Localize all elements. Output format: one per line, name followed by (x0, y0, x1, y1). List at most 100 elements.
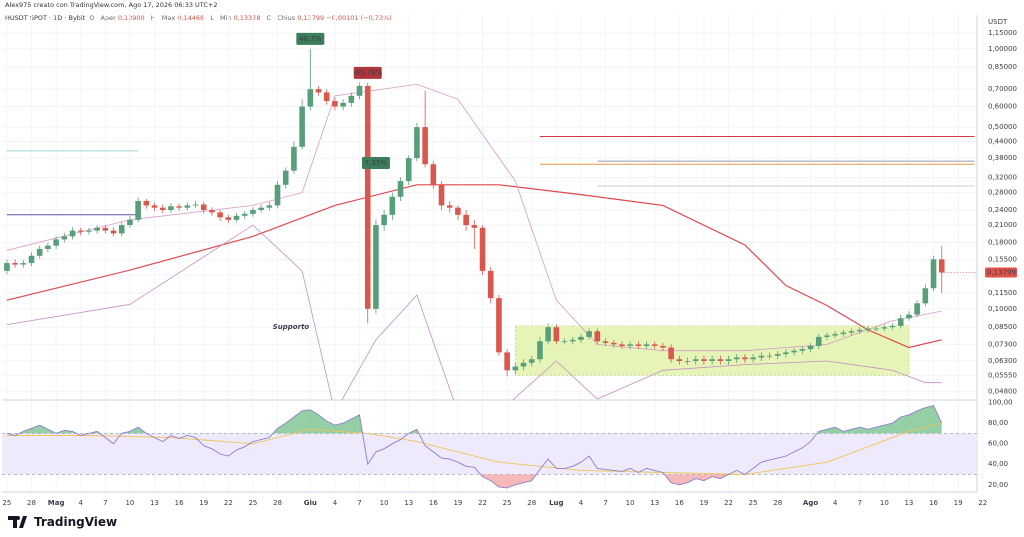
annotation-text: 46,7% (299, 35, 322, 43)
candle-body (307, 89, 314, 107)
candle-body (881, 327, 888, 329)
candle-body (258, 207, 264, 211)
candle-body (873, 328, 879, 330)
candle-body (594, 331, 601, 342)
candle-body (938, 259, 945, 273)
last-price-label: 0,13799 (987, 268, 1016, 276)
candle-body (53, 239, 59, 246)
candle-body (512, 366, 519, 371)
candle-body (479, 227, 486, 271)
candle-body (742, 357, 748, 360)
candle-body (471, 225, 478, 228)
candle-body (414, 127, 420, 159)
candle-body (561, 341, 568, 343)
rsi-oversold-fill (6, 474, 942, 488)
candle-body (446, 205, 453, 208)
y-tick-label: 0,08500 (988, 323, 1017, 331)
indicator-line (6, 184, 942, 349)
x-tick-label: 16 (929, 499, 938, 507)
x-tick-label: 25 (248, 499, 257, 507)
candle-body (110, 230, 117, 234)
candle-body (266, 205, 273, 208)
candle-body (209, 210, 215, 213)
candle-body (389, 196, 396, 215)
y-tick-label: 0,70000 (988, 85, 1017, 93)
candle-body (348, 95, 355, 103)
candle-body (135, 200, 141, 220)
rsi-tick-label: 20,00 (988, 481, 1008, 489)
x-tick-label: 16 (675, 499, 684, 507)
candle-body (840, 332, 847, 335)
candle-body (750, 357, 756, 360)
candle-body (127, 219, 133, 226)
candle-body (192, 204, 199, 206)
price-pane: Supporto 46,7% -85,76% 7,33% (4, 32, 975, 400)
candle-body (889, 325, 896, 328)
candle-body (282, 170, 289, 185)
rsi-tick-label: 40,00 (988, 460, 1008, 468)
change: −0,00101 (−0,73%) (326, 14, 392, 22)
candle-body (438, 184, 445, 206)
x-tick-label: 25 (749, 499, 758, 507)
candle-body (807, 345, 814, 350)
candle-body (815, 336, 822, 346)
x-tick-label: 19 (699, 499, 708, 507)
candle-body (61, 236, 68, 240)
candle-body (865, 328, 871, 330)
candle-body (373, 225, 379, 309)
candle-body (930, 259, 937, 289)
x-tick-label: 7 (603, 499, 607, 507)
x-tick-label: 7 (357, 499, 361, 507)
x-tick-label: 13 (904, 499, 913, 507)
chart: USDT 1,15000 1,00000 0,85000 0,70000 0,60000… (2, 15, 1017, 507)
x-tick-label: 28 (273, 499, 282, 507)
candle-body (758, 355, 765, 358)
candle-body (12, 263, 18, 265)
candle-body (340, 102, 346, 107)
x-tick-label: 28 (773, 499, 782, 507)
axes: 1,15000 1,00000 0,85000 0,70000 0,60000 0,500… (2, 15, 1017, 507)
candle-body (553, 327, 560, 342)
ohlc-name: Aper (100, 14, 116, 22)
rsi-tick-label: 100,00 (988, 399, 1013, 407)
y-tick-label: 0,06300 (988, 357, 1017, 365)
x-tick-label: 7 (103, 499, 107, 507)
y-tick-label: 0,04800 (988, 388, 1017, 396)
y-tick-label: 0,18000 (988, 238, 1017, 246)
ohlc-key: H (150, 14, 156, 22)
candle-body (774, 354, 781, 356)
y-tick-label: 0,15500 (988, 255, 1017, 263)
annotation-text: -85,76% (353, 69, 383, 77)
rsi-tick-label: 60,00 (988, 440, 1008, 448)
candle-body (364, 85, 371, 309)
candle-body (250, 210, 256, 214)
annotation-badge (353, 66, 382, 79)
candle-body (709, 359, 715, 362)
x-tick-label: Mag (48, 499, 65, 507)
y-tick-label: 0,10000 (988, 305, 1017, 313)
candle-body (405, 158, 412, 182)
y-tick-label: 0,32000 (988, 174, 1017, 182)
x-tick-label: 10 (125, 499, 134, 507)
x-tick-label: 10 (380, 499, 389, 507)
candle-body (422, 127, 428, 165)
y-tick-label: 0,85000 (988, 63, 1017, 71)
rsi-band (2, 433, 977, 475)
x-tick-label: 22 (478, 499, 487, 507)
candle-body (455, 207, 461, 215)
x-tick-label: 22 (978, 499, 987, 507)
candle-body (200, 204, 207, 211)
x-tick-label: 13 (650, 499, 659, 507)
x-tick-label: 16 (429, 499, 438, 507)
rsi-ma-line (6, 422, 942, 475)
candle-body (274, 184, 281, 206)
x-tick-label: 16 (175, 499, 184, 507)
candle-body (496, 298, 502, 353)
y-tick-label: 0,05550 (988, 371, 1017, 379)
candle-body (783, 352, 789, 355)
logo-icon (8, 516, 27, 528)
candle-body (102, 227, 109, 231)
candle-body (643, 344, 650, 346)
annotation-text: 7,33% (365, 159, 388, 167)
